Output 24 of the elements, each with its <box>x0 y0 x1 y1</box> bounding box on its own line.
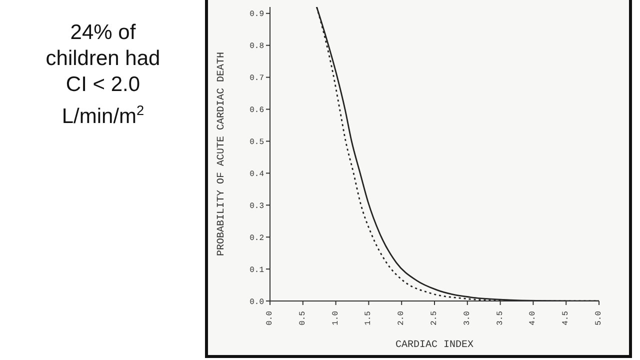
y-tick-label: 0.6 <box>250 106 264 116</box>
x-tick-label: 1.5 <box>364 310 374 326</box>
y-tick-label: 0.1 <box>250 266 264 275</box>
x-tick-label: 2.0 <box>397 310 406 326</box>
y-tick-label: 0.4 <box>250 170 264 180</box>
y-tick-label: 0.0 <box>250 298 264 307</box>
x-tick-label: 1.0 <box>331 310 340 326</box>
y-tick-label: 0.5 <box>250 138 264 148</box>
y-tick-label: 0.9 <box>250 10 264 20</box>
x-tick-label: 0.5 <box>298 310 308 326</box>
y-axis-title: PROBABILITY OF ACUTE CARDIAC DEATH <box>216 52 228 256</box>
x-tick-label: 4.0 <box>528 310 538 326</box>
x-tick-label: 5.0 <box>594 310 604 326</box>
text: 24% of children had CI < 2.0 L/min/m$^{2}$ <box>46 21 160 128</box>
x-tick-label: 3.0 <box>462 310 472 326</box>
x-tick-label: 0.0 <box>266 310 274 326</box>
x-axis-title: CARDIAC INDEX <box>395 340 474 351</box>
y-tick-label: 0.2 <box>250 234 264 243</box>
x-tick-label: 4.5 <box>562 310 571 326</box>
x-tick-label: 2.5 <box>430 310 439 326</box>
x-tick-label: 3.5 <box>496 310 505 326</box>
y-tick-label: 0.3 <box>250 202 264 211</box>
y-tick-label: 0.8 <box>250 42 264 52</box>
y-tick-label: 0.7 <box>250 74 264 84</box>
